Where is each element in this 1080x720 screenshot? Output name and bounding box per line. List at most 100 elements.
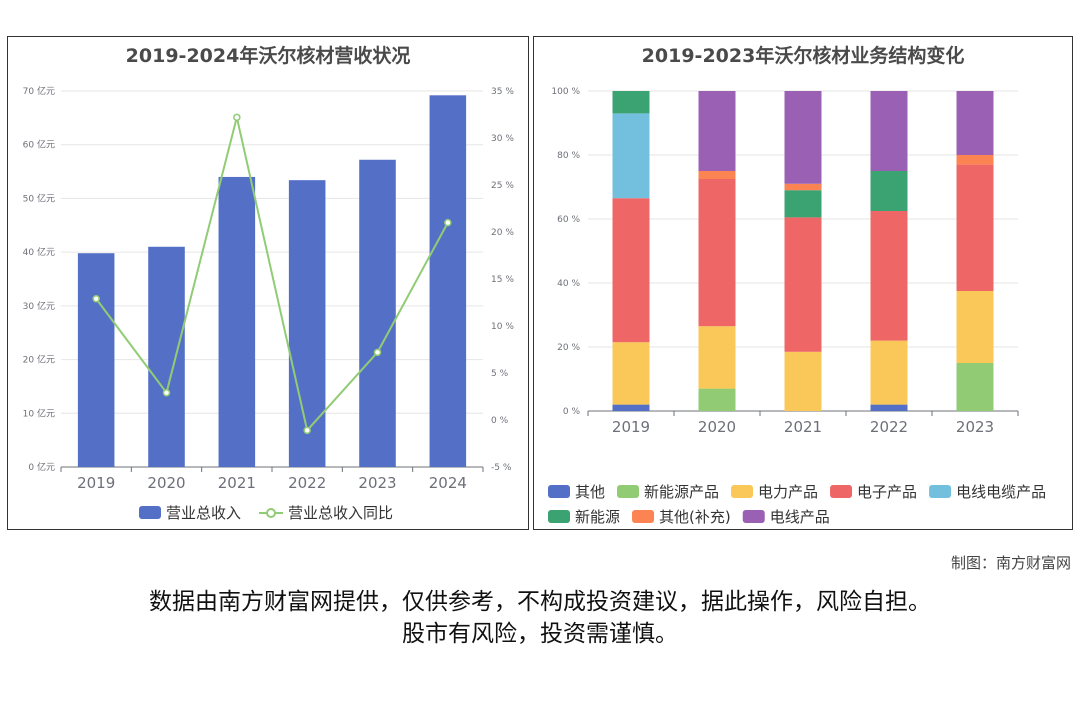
stacked-bar-segment	[870, 211, 908, 341]
y-tick-label: 100 %	[551, 87, 580, 97]
legend-label-revenue: 营业总收入	[166, 504, 241, 522]
y-right-tick-label: 0 %	[491, 416, 509, 426]
x-tick-label: 2021	[784, 418, 822, 436]
legend-label-yoy: 营业总收入同比	[288, 504, 393, 522]
y-left-tick-label: 40 亿元	[23, 246, 55, 258]
revenue-bar	[359, 159, 396, 468]
y-right-tick-label: 5 %	[491, 369, 509, 379]
y-right-tick-label: 35 %	[491, 87, 514, 97]
stacked-bar-segment	[784, 91, 822, 184]
y-right-tick-label: 15 %	[491, 275, 514, 285]
y-tick-label: 0 %	[563, 407, 581, 417]
stacked-bar-segment	[784, 190, 822, 218]
y-right-tick-label: -5 %	[491, 463, 512, 473]
revenue-bar	[148, 246, 185, 467]
yoy-point	[444, 218, 452, 227]
legend-swatch	[548, 510, 570, 523]
stacked-bar-segment	[870, 91, 908, 171]
y-tick-label: 40 %	[557, 279, 580, 289]
stacked-bar-segment	[956, 91, 994, 155]
y-right-tick-label: 20 %	[491, 228, 514, 238]
stacked-bar-segment	[612, 91, 650, 114]
x-tick-label: 2022	[870, 418, 908, 436]
revenue-chart-svg: 0 亿元 10 亿元 20 亿元 30 亿元 40 亿元 50 亿元 60 亿元 70 亿元 -…	[23, 85, 515, 522]
yoy-point	[233, 113, 241, 122]
stacked-bar-segment	[698, 179, 736, 327]
legend-label: 其他	[575, 483, 605, 501]
legend-label: 电线电缆产品	[956, 483, 1046, 501]
legend-label: 新能源	[575, 508, 620, 526]
legend-swatch-yoy-dot	[266, 508, 276, 518]
business-structure-chart-title: 2019-2023年沃尔核材业务结构变化	[641, 45, 965, 67]
stacked-bar-segment	[956, 155, 994, 165]
disclaimer-line-2: 股市有风险，投资需谨慎。	[402, 621, 678, 647]
x-tick-label: 2023	[358, 474, 396, 492]
stacked-bar-segment	[870, 340, 908, 405]
stacked-bar-segment	[698, 91, 736, 171]
stacked-bar-segment	[698, 388, 736, 411]
legend-swatch	[929, 485, 952, 498]
legend-swatch	[617, 485, 640, 498]
x-tick-label: 2023	[956, 418, 994, 436]
stacked-bar-segment	[784, 217, 822, 352]
revenue-bar	[429, 95, 467, 467]
y-tick-label: 20 %	[557, 343, 580, 353]
x-tick-label: 2020	[147, 474, 185, 492]
disclaimer-line-1: 数据由南方财富网提供，仅供参考，不构成投资建议，据此操作，风险自担。	[149, 589, 931, 615]
yoy-line	[95, 117, 449, 433]
x-tick-label: 2024	[429, 474, 467, 492]
x-tick-label: 2020	[698, 418, 736, 436]
business-structure-chart-panel: 2019-2023年沃尔核材业务结构变化 0 % 20 % 40 % 60 % 80 %…	[533, 36, 1073, 530]
x-tick-label: 2019	[77, 474, 115, 492]
legend-swatch	[548, 485, 570, 498]
stacked-bar-segment	[784, 351, 822, 411]
legend-label: 新能源产品	[644, 483, 719, 501]
legend-swatch	[731, 485, 754, 498]
legend-label: 电力产品	[758, 483, 818, 501]
y-right-tick-label: 30 %	[491, 134, 514, 144]
legend-label: 电子产品	[857, 483, 917, 501]
legend-label: 其他(补充)	[659, 508, 731, 526]
revenue-bar	[218, 176, 256, 467]
legend-swatch	[742, 510, 765, 523]
yoy-point	[373, 348, 382, 357]
stacked-bar-segment	[612, 404, 650, 411]
y-left-tick-label: 50 亿元	[23, 192, 55, 204]
revenue-bar	[77, 253, 115, 467]
yoy-point	[162, 388, 171, 397]
y-left-tick-label: 60 亿元	[23, 139, 55, 151]
stacked-bar-segment	[956, 363, 994, 411]
y-left-tick-label: 70 亿元	[23, 85, 55, 97]
legend-swatch-revenue	[139, 506, 161, 519]
stacked-bar-segment	[612, 342, 650, 405]
legend-swatch	[632, 510, 655, 523]
stacked-bar-segment	[870, 404, 908, 411]
stacked-bar-segment	[784, 183, 822, 191]
y-left-tick-label: 10 亿元	[23, 407, 55, 419]
x-tick-label: 2021	[218, 474, 256, 492]
revenue-chart-panel: 2019-2024年沃尔核材营收状况 0 亿元 10 亿元 20 亿元 30 亿元 40…	[7, 36, 529, 530]
yoy-point	[92, 294, 100, 303]
stacked-bar-segment	[956, 164, 994, 291]
stacked-bar-segment	[870, 171, 908, 211]
stacked-bar-segment	[612, 113, 650, 199]
legend-swatch	[830, 485, 853, 498]
revenue-chart-title: 2019-2024年沃尔核材营收状况	[125, 45, 411, 67]
stacked-bar-segment	[956, 291, 994, 363]
chart-credit: 制图：南方财富网	[950, 554, 1071, 572]
x-tick-label: 2019	[612, 418, 650, 436]
y-tick-label: 60 %	[557, 215, 580, 225]
revenue-bar	[288, 180, 326, 467]
yoy-point	[303, 426, 311, 435]
stacked-bar-segment	[698, 326, 736, 389]
y-left-tick-label: 0 亿元	[28, 461, 55, 473]
y-right-tick-label: 10 %	[491, 322, 514, 332]
y-right-tick-label: 25 %	[491, 181, 514, 191]
y-tick-label: 80 %	[557, 151, 580, 161]
stacked-bar-segment	[612, 198, 650, 343]
legend-label: 电线产品	[770, 508, 830, 526]
y-left-tick-label: 30 亿元	[23, 300, 55, 312]
stacked-bar-segment	[698, 171, 736, 179]
y-left-tick-label: 20 亿元	[23, 354, 55, 366]
x-tick-label: 2022	[288, 474, 326, 492]
